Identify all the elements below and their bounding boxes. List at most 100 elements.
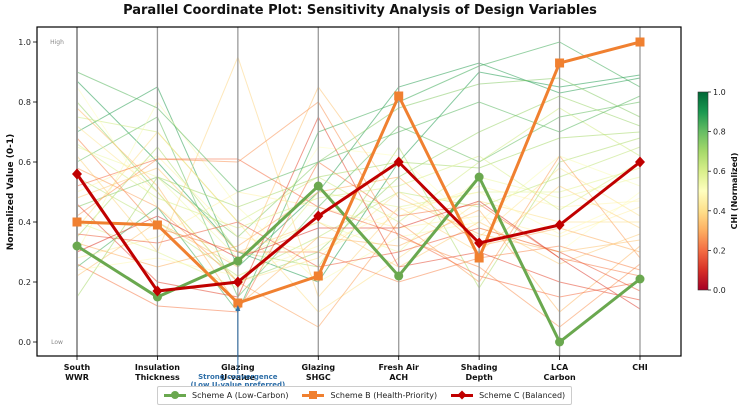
- legend-item: Scheme A (Low-Carbon): [164, 391, 288, 400]
- series-b: [72, 37, 645, 308]
- axis-label-line1: Insulation: [135, 363, 180, 372]
- colorbar-tick-label: 1.0: [713, 88, 726, 97]
- data-point: [394, 271, 404, 281]
- background-line: [76, 107, 641, 313]
- plot-frame: [36, 26, 682, 357]
- background-line: [76, 146, 641, 277]
- background-line: [76, 167, 641, 289]
- axis-label-line2: ACH: [389, 373, 408, 382]
- square-marker-icon: [302, 391, 325, 400]
- data-point: [152, 285, 163, 297]
- axis-lines: [76, 27, 641, 356]
- background-line: [76, 155, 641, 328]
- annotation-text-line1: Strong convergence: [198, 373, 278, 381]
- background-line: [76, 143, 641, 229]
- legend-label: Scheme A (Low-Carbon): [192, 391, 289, 400]
- data-point: [313, 210, 324, 222]
- axis-label-line1: South: [64, 363, 91, 372]
- axis-label-line1: Shading: [461, 363, 498, 372]
- low-label: Low: [51, 339, 63, 346]
- annotation: Strong convergence(Low U-value preferred…: [191, 305, 286, 389]
- colorbar-tick-label: 0.2: [713, 246, 726, 255]
- y-tick-label: 0.2: [18, 278, 31, 287]
- background-line: [76, 41, 641, 313]
- background-line: [76, 71, 641, 283]
- colorbar-tick-label: 0.8: [713, 128, 726, 137]
- data-point: [72, 217, 82, 227]
- plot-border: [36, 26, 682, 357]
- series-line: [76, 40, 641, 305]
- data-point: [152, 220, 162, 230]
- background-line: [76, 155, 641, 253]
- data-point: [555, 337, 565, 347]
- axis-label-line2: Depth: [465, 373, 493, 382]
- background-line: [76, 115, 641, 301]
- colorbar-tick-label: 0.6: [713, 167, 726, 176]
- data-point: [393, 156, 404, 168]
- background-line: [76, 125, 641, 283]
- y-tick-label: 1.0: [18, 38, 31, 47]
- background-line: [76, 62, 641, 268]
- background-line: [76, 55, 641, 298]
- axis-label-line2: Carbon: [544, 373, 576, 382]
- background-line: [76, 71, 641, 193]
- y-axis: 0.0 0.2 0.4 0.6 0.8 1.0 Normalized Value (0-1)…: [6, 38, 64, 347]
- y-tick-label: 0.0: [18, 338, 31, 347]
- data-point: [313, 271, 323, 281]
- legend-label: Scheme C (Balanced): [479, 391, 566, 400]
- axis-label-line1: CHI: [632, 363, 648, 372]
- diamond-marker-icon: [451, 390, 474, 400]
- data-point: [635, 274, 645, 284]
- axis-label-line2: Thickness: [135, 373, 180, 382]
- data-point: [233, 256, 243, 266]
- data-point: [555, 58, 565, 68]
- data-point: [635, 156, 645, 168]
- data-point: [474, 253, 484, 263]
- data-point: [72, 241, 82, 251]
- colorbar-bar: [697, 91, 709, 291]
- circle-marker-icon: [164, 391, 186, 400]
- axis-label-line1: Fresh Air: [378, 363, 419, 372]
- high-label: High: [50, 39, 64, 46]
- background-line: [76, 77, 641, 238]
- chart-title: Parallel Coordinate Plot: Sensitivity An…: [123, 3, 597, 18]
- background-line: [76, 146, 641, 259]
- y-tick-label: 0.6: [18, 158, 31, 167]
- data-point: [313, 181, 323, 191]
- data-point: [72, 168, 82, 180]
- data-point: [394, 91, 404, 101]
- legend: Scheme A (Low-Carbon) Scheme B (Health-Pr…: [157, 386, 573, 405]
- legend-label: Scheme B (Health-Priority): [330, 391, 438, 400]
- annotation-text-line2: (Low U-value preferred): [191, 381, 286, 389]
- colorbar-tick-label: 0.4: [713, 207, 726, 216]
- axis-label-line1: Glazing: [302, 363, 336, 372]
- data-point: [474, 237, 485, 249]
- data-point: [474, 172, 484, 182]
- data-point: [152, 292, 162, 302]
- legend-item: Scheme C (Balanced): [451, 390, 566, 400]
- annotation-arrowhead: [235, 305, 241, 311]
- background-line: [76, 137, 641, 289]
- data-point: [233, 298, 243, 308]
- series-line: [75, 160, 641, 293]
- axis-label-line2: SHGC: [306, 373, 331, 382]
- background-line: [76, 86, 641, 268]
- data-point: [635, 37, 645, 47]
- colorbar-tick-label: 0.0: [713, 286, 726, 295]
- legend-item: Scheme B (Health-Priority): [302, 391, 437, 400]
- colorbar: 0.0 0.2 0.4 0.6 0.8 1.0 CHI (Normalized): [697, 88, 739, 295]
- y-tick-label: 0.8: [18, 98, 31, 107]
- axis-label-line2: U-value: [221, 373, 256, 382]
- series-c: [72, 156, 645, 297]
- data-point: [554, 219, 565, 231]
- background-line: [76, 131, 640, 313]
- highlighted-lines: [72, 37, 645, 347]
- background-lines: [76, 41, 641, 328]
- axis-label-line2: WWR: [65, 373, 89, 382]
- background-line: [76, 158, 641, 298]
- y-axis-label: Normalized Value (0-1): [6, 134, 16, 250]
- y-tick-label: 0.4: [18, 218, 31, 227]
- data-point: [232, 276, 243, 288]
